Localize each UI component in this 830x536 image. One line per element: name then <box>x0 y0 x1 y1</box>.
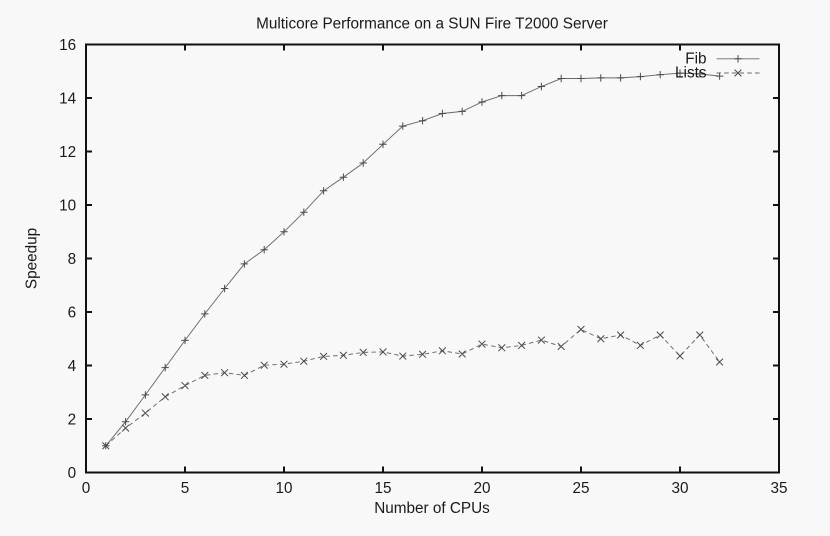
svg-text:Number of CPUs: Number of CPUs <box>374 500 490 517</box>
svg-text:Fib: Fib <box>685 51 706 68</box>
svg-text:14: 14 <box>59 91 77 108</box>
svg-text:5: 5 <box>181 480 190 497</box>
svg-text:10: 10 <box>59 198 76 215</box>
svg-text:8: 8 <box>68 251 77 268</box>
svg-text:Multicore Performance on a SUN: Multicore Performance on a SUN Fire T200… <box>256 16 608 33</box>
svg-text:12: 12 <box>59 144 76 161</box>
svg-text:10: 10 <box>275 480 292 497</box>
svg-text:6: 6 <box>68 305 77 322</box>
svg-text:20: 20 <box>473 480 490 497</box>
svg-text:35: 35 <box>770 480 787 497</box>
svg-text:Lists: Lists <box>675 65 707 82</box>
svg-text:4: 4 <box>68 358 77 375</box>
svg-text:30: 30 <box>671 480 688 497</box>
svg-text:Speedup: Speedup <box>23 228 40 289</box>
svg-text:25: 25 <box>572 480 589 497</box>
svg-text:16: 16 <box>59 37 76 54</box>
svg-text:0: 0 <box>68 465 77 482</box>
svg-text:15: 15 <box>374 480 391 497</box>
svg-text:0: 0 <box>82 480 91 497</box>
svg-text:2: 2 <box>68 412 77 429</box>
